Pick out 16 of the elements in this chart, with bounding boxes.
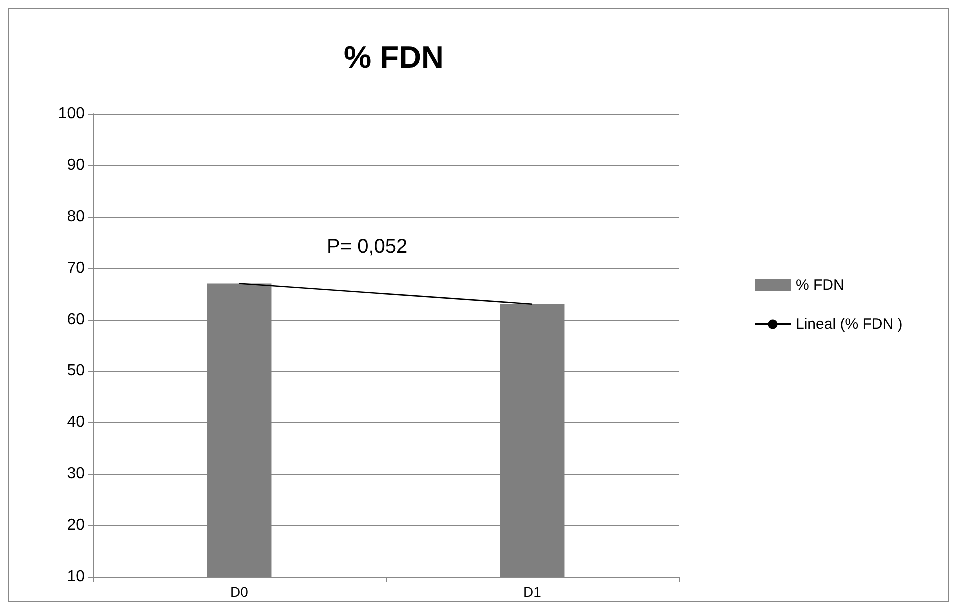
legend-label: Lineal (% FDN )	[796, 316, 903, 333]
y-tick-label: 30	[67, 466, 86, 483]
y-tick-label: 10	[67, 568, 86, 586]
y-tick-label: 90	[67, 156, 86, 174]
x-tick-label: D0	[230, 584, 249, 600]
legend-label: % FDN	[796, 277, 844, 294]
y-tick-label: 70	[67, 260, 86, 277]
y-tick-label: 40	[67, 414, 86, 432]
y-tick-label: 100	[58, 106, 86, 122]
chart-title: % FDN	[344, 40, 444, 75]
y-tick-label: 60	[67, 311, 86, 328]
annotation: P= 0,052	[327, 236, 408, 258]
y-tick-label: 20	[67, 517, 86, 534]
y-tick-label: 80	[67, 208, 86, 226]
y-tick-label: 50	[67, 362, 86, 380]
x-tick-label: D1	[524, 584, 542, 600]
